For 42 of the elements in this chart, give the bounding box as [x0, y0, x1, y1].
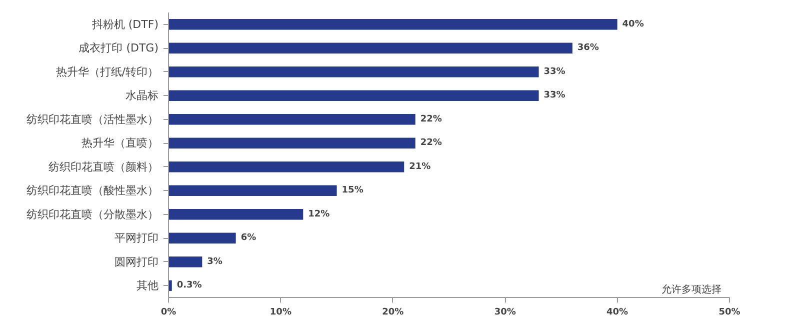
- y-tick-label: 热升华（直喷）: [82, 136, 158, 150]
- y-tick-label: 纺织印花直喷（活性墨水）: [26, 112, 158, 126]
- data-label: 33%: [544, 66, 566, 77]
- data-label: 33%: [544, 90, 566, 101]
- data-label: 21%: [409, 162, 431, 172]
- data-label: 22%: [420, 138, 442, 148]
- data-label: 3%: [207, 256, 222, 267]
- y-tick-label: 纺织印花直喷（颜料）: [48, 160, 158, 174]
- y-tick-label: 水晶标: [126, 89, 158, 102]
- y-tick-label: 其他: [136, 279, 158, 292]
- y-tick-label: 抖粉机 (DTF): [90, 18, 159, 31]
- bar: [168, 232, 236, 244]
- data-label: 12%: [308, 209, 330, 220]
- y-tick-label: 热升华（打纸/转印）: [56, 65, 159, 78]
- x-tick-label: 40%: [606, 308, 628, 318]
- x-tick-label: 20%: [382, 308, 404, 318]
- y-tick-label: 平网打印: [114, 232, 158, 245]
- bar: [168, 162, 404, 172]
- y-tick-label: 圆网打印: [114, 255, 158, 268]
- bar: [168, 256, 202, 268]
- bar: [168, 114, 416, 125]
- annotation: 允许多项选择: [662, 284, 722, 296]
- y-tick-label: 纺织印花直喷（酸性墨水）: [26, 184, 158, 198]
- x-tick-label: 10%: [270, 308, 292, 318]
- data-label: 6%: [240, 233, 256, 244]
- y-tick-label: 纺织印花直喷（分散墨水）: [26, 208, 158, 221]
- data-label: 22%: [420, 114, 442, 124]
- y-tick-label: 成衣打印 (DTG): [78, 42, 159, 55]
- bar: [168, 90, 539, 101]
- data-label: 15%: [342, 186, 364, 196]
- x-tick-label: 0%: [160, 308, 176, 318]
- bar: [168, 19, 618, 30]
- bar: [168, 66, 539, 78]
- x-tick-label: 50%: [718, 308, 740, 318]
- x-tick-label: 30%: [494, 308, 516, 318]
- bar: [168, 42, 572, 54]
- data-label: 0.3%: [176, 280, 202, 291]
- bar: [168, 138, 416, 148]
- bar: [168, 209, 304, 220]
- data-label: 40%: [622, 19, 644, 30]
- data-label: 36%: [577, 43, 599, 54]
- bar: [168, 185, 337, 196]
